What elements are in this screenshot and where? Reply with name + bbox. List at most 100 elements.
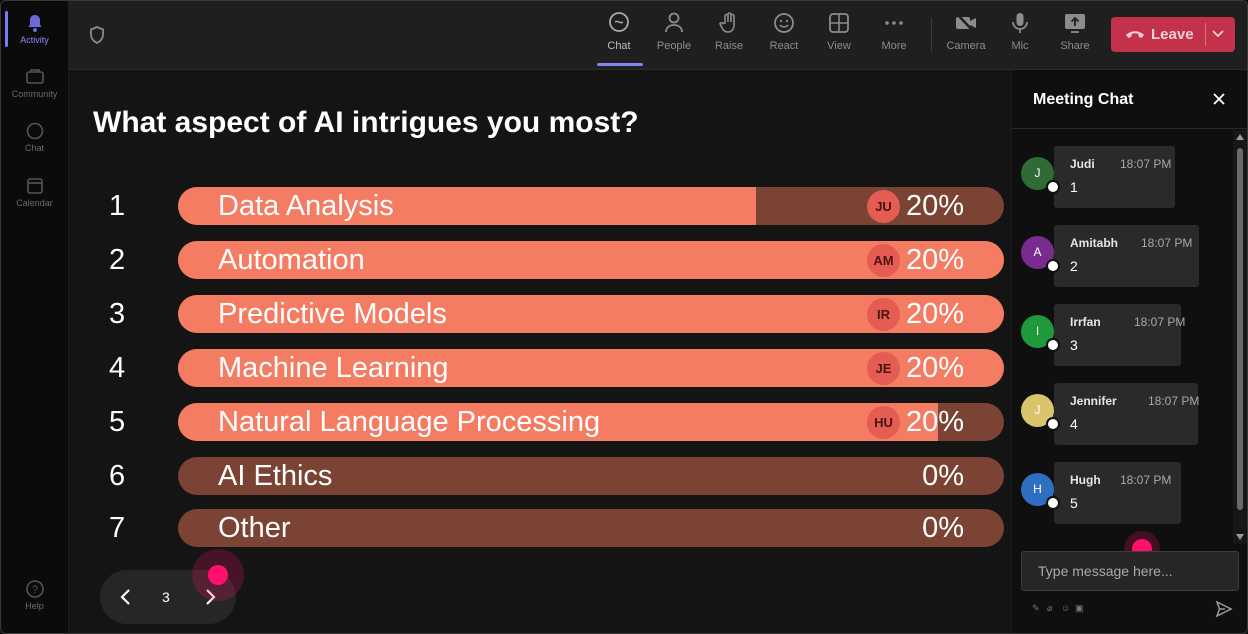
toolbar-chat-label: Chat — [607, 40, 631, 52]
toolbar-view-button[interactable]: View — [812, 11, 866, 52]
toolbar-react-label: React — [769, 40, 799, 52]
toolbar-react-button[interactable]: React — [757, 11, 811, 52]
voter-avatar: JE — [867, 352, 900, 385]
chevron-right-icon[interactable] — [202, 587, 218, 607]
react-icon — [774, 13, 794, 33]
poll-option-label: Other — [218, 512, 291, 544]
close-icon[interactable] — [1212, 92, 1226, 106]
rail-item-community[interactable]: Community — [1, 67, 68, 99]
toolbar-camera-label: Camera — [946, 40, 986, 52]
view-icon — [829, 13, 849, 33]
toolbar-mic-label: Mic — [1011, 40, 1029, 52]
message-text: 5 — [1070, 495, 1078, 511]
scroll-up-arrow[interactable] — [1236, 134, 1244, 140]
poll-option-number: 2 — [109, 244, 126, 276]
meeting-chat-panel: Meeting Chat Judi 18:07 PM 1 J Amitabh 18:07 … — [1011, 70, 1247, 633]
app-rail: Activity Community Chat Calendar ? Help — [1, 1, 69, 633]
chat-title: Meeting Chat — [1033, 91, 1134, 108]
message-bubble: Judi 18:07 PM 1 — [1054, 146, 1175, 208]
svg-text:?: ? — [31, 584, 37, 596]
calendar-icon — [26, 178, 43, 194]
poll-option-label: Natural Language Processing — [218, 406, 601, 438]
rail-item-chat[interactable]: Chat — [1, 121, 68, 153]
rail-item-label: Activity — [20, 35, 49, 45]
presence-dot — [1046, 338, 1060, 352]
attach-icon[interactable]: ⌀ — [1047, 603, 1053, 613]
poll-option-bar[interactable]: Machine Learning JE 20% — [178, 349, 1004, 387]
leave-button[interactable]: Leave — [1111, 17, 1235, 52]
poll-option-bar[interactable]: AI Ethics 0% — [178, 457, 1004, 495]
leave-label: Leave — [1151, 26, 1194, 43]
presence-dot — [1046, 259, 1060, 273]
voter-avatar: AM — [867, 244, 900, 277]
chat-icon — [609, 12, 629, 32]
hang-up-icon — [1126, 31, 1144, 38]
toolbar-share-button[interactable]: Share — [1048, 11, 1102, 52]
scroll-down-arrow[interactable] — [1236, 534, 1244, 540]
rail-item-activity[interactable]: Activity — [1, 13, 68, 45]
message-text: 4 — [1070, 416, 1078, 432]
poll-option-label: Data Analysis — [218, 190, 394, 222]
emoji-icon[interactable]: ☺ — [1061, 603, 1071, 613]
gif-icon[interactable]: ▣ — [1075, 603, 1084, 613]
send-icon[interactable] — [1215, 600, 1233, 618]
sender-name: Irrfan — [1070, 315, 1101, 329]
toolbar-more-label: More — [881, 40, 907, 52]
poll-option-number: 6 — [109, 460, 126, 492]
chat-message-input[interactable] — [1021, 551, 1239, 591]
poll-option-bar[interactable]: Predictive Models IR 20% — [178, 295, 1004, 333]
message-time: 18:07 PM — [1120, 157, 1172, 171]
poll-option-row[interactable]: 3 Predictive Models IR 20% — [69, 295, 1011, 335]
poll-option-label: Predictive Models — [218, 298, 447, 330]
toolbar-view-label: View — [827, 40, 851, 52]
chevron-down-icon[interactable] — [1212, 30, 1224, 38]
sender-name: Judi — [1070, 157, 1095, 171]
toolbar-people-label: People — [656, 40, 692, 52]
poll-option-row[interactable]: 5 Natural Language Processing HU 20% — [69, 403, 1011, 443]
poll-option-percent: 20% — [905, 244, 964, 276]
poll-option-row[interactable]: 7 Other 0% — [69, 509, 1011, 549]
chat-scrollbar[interactable] — [1233, 130, 1247, 544]
rail-item-calendar[interactable]: Calendar — [1, 176, 68, 208]
message-text: 2 — [1070, 258, 1078, 274]
toolbar-raise-button[interactable]: Raise — [702, 11, 756, 52]
message-text: 3 — [1070, 337, 1078, 353]
poll-option-row[interactable]: 2 Automation AM 20% — [69, 241, 1011, 281]
poll-option-percent: 20% — [905, 406, 964, 438]
voter-avatar: IR — [867, 298, 900, 331]
poll-option-row[interactable]: 1 Data Analysis JU 20% — [69, 187, 1011, 227]
toolbar-chat-button[interactable]: Chat — [592, 11, 646, 52]
toolbar-share-label: Share — [1060, 40, 1090, 52]
toolbar-mic-button[interactable]: Mic — [993, 11, 1047, 52]
message-bubble: Irrfan 18:07 PM 3 — [1054, 304, 1185, 366]
poll-option-number: 4 — [109, 352, 126, 384]
sender-name: Hugh — [1070, 473, 1101, 487]
poll-option-bar[interactable]: Automation AM 20% — [178, 241, 1004, 279]
voter-avatar: JU — [867, 190, 900, 223]
toolbar-camera-button[interactable]: Camera — [939, 11, 993, 52]
message-time: 18:07 PM — [1134, 315, 1186, 329]
page-number: 3 — [162, 589, 170, 605]
message-text: 1 — [1070, 179, 1078, 195]
poll-option-bar[interactable]: Data Analysis JU 20% — [178, 187, 1004, 225]
poll-option-percent: 20% — [905, 298, 964, 330]
poll-option-number: 3 — [109, 298, 126, 330]
toolbar-more-button[interactable]: More — [867, 11, 921, 52]
scroll-thumb[interactable] — [1237, 148, 1243, 510]
rail-item-help[interactable]: ? Help — [1, 579, 68, 611]
toolbar-people-button[interactable]: People — [647, 11, 701, 52]
poll-option-bar[interactable]: Natural Language Processing HU 20% — [178, 403, 1004, 441]
camera-off-icon — [956, 13, 976, 33]
message-bubble: Amitabh 18:07 PM 2 — [1054, 225, 1199, 287]
rail-item-label: Help — [25, 601, 44, 611]
format-icon[interactable]: ✎ — [1032, 603, 1040, 613]
chat-tab-indicator — [597, 63, 643, 66]
shield-icon[interactable] — [87, 25, 107, 45]
message-time: 18:07 PM — [1141, 236, 1193, 250]
poll-option-row[interactable]: 4 Machine Learning JE 20% — [69, 349, 1011, 389]
poll-stage: What aspect of AI intrigues you most? 1 D… — [69, 70, 1011, 633]
poll-option-row[interactable]: 6 AI Ethics 0% — [69, 457, 1011, 497]
chevron-left-icon[interactable] — [118, 587, 134, 607]
poll-option-bar[interactable]: Other 0% — [178, 509, 1004, 547]
